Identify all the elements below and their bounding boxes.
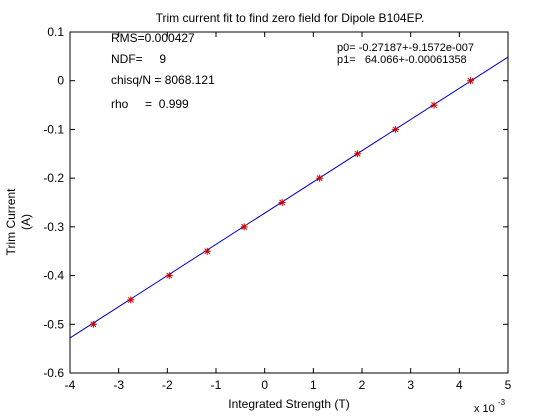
x-tick-label: 5: [505, 378, 512, 392]
stat-ndf: NDF= 9: [111, 52, 166, 66]
x-multiplier-base: x 10: [474, 403, 495, 415]
plot-area: -4 -3 -2 -1 0 1 2 3 4 5 -0.6 -0.5 -0.4 -0.3 -0.2 -0.1 0 0…: [43, 25, 511, 392]
y-axis-label-line-2: (A): [19, 214, 33, 230]
x-tick-label: 2: [359, 378, 366, 392]
x-multiplier: x 10 -3: [474, 398, 506, 415]
data-point-marker: [278, 199, 286, 206]
stat-chisq: chisq/N = 8068.121: [111, 73, 215, 87]
data-point-marker: [165, 272, 173, 280]
data-point-marker: [89, 320, 97, 328]
x-tick-label: 4: [456, 378, 463, 392]
chart-title: Trim current fit to find zero field for …: [156, 11, 425, 25]
data-point-marker: [203, 247, 211, 255]
stat-rho: rho = 0.999: [111, 97, 189, 111]
y-tick-label: -0.6: [43, 366, 64, 380]
data-point-marker: [127, 296, 135, 304]
x-axis-label: Integrated Strength (T): [228, 397, 349, 411]
y-tick-label: -0.4: [43, 269, 64, 283]
data-point-marker: [430, 101, 438, 109]
fit-parameters: p0= -0.27187+-9.1572e-007 p1= 64.066+-0.…: [337, 42, 474, 66]
x-tick-label: -4: [65, 378, 76, 392]
y-tick-label: 0.1: [47, 25, 64, 39]
fit-param-p1: p1= 64.066+-0.00061358: [337, 54, 467, 66]
stats-annotations: RMS=0.000427 NDF= 9 chisq/N = 8068.121 r…: [111, 31, 215, 111]
y-axis-label-line-1: Trim Current: [4, 188, 18, 256]
fit-param-p0: p0= -0.27187+-9.1572e-007: [337, 42, 474, 54]
y-tick-label: -0.5: [43, 317, 64, 331]
y-tick-label: -0.3: [43, 220, 64, 234]
x-tick-label: -2: [162, 378, 173, 392]
x-tick-label: 1: [310, 378, 317, 392]
data-point-marker: [316, 174, 324, 182]
x-tick-label: -1: [211, 378, 222, 392]
y-tick-label: 0: [57, 74, 64, 88]
data-point-marker: [392, 125, 400, 133]
stat-rms: RMS=0.000427: [111, 31, 195, 45]
y-axis-label: Trim Current (A): [4, 188, 33, 256]
y-tick-label: -0.1: [43, 122, 64, 136]
plot-frame: [69, 31, 509, 374]
x-tick-label: 3: [407, 378, 414, 392]
x-tick-label: -3: [113, 378, 124, 392]
y-tick-label: -0.2: [43, 171, 64, 185]
x-multiplier-exponent: -3: [498, 398, 506, 407]
data-point-marker: [354, 150, 362, 158]
x-tick-label: 0: [261, 378, 268, 392]
data-point-marker: [240, 223, 248, 231]
data-point-marker: [467, 77, 475, 85]
